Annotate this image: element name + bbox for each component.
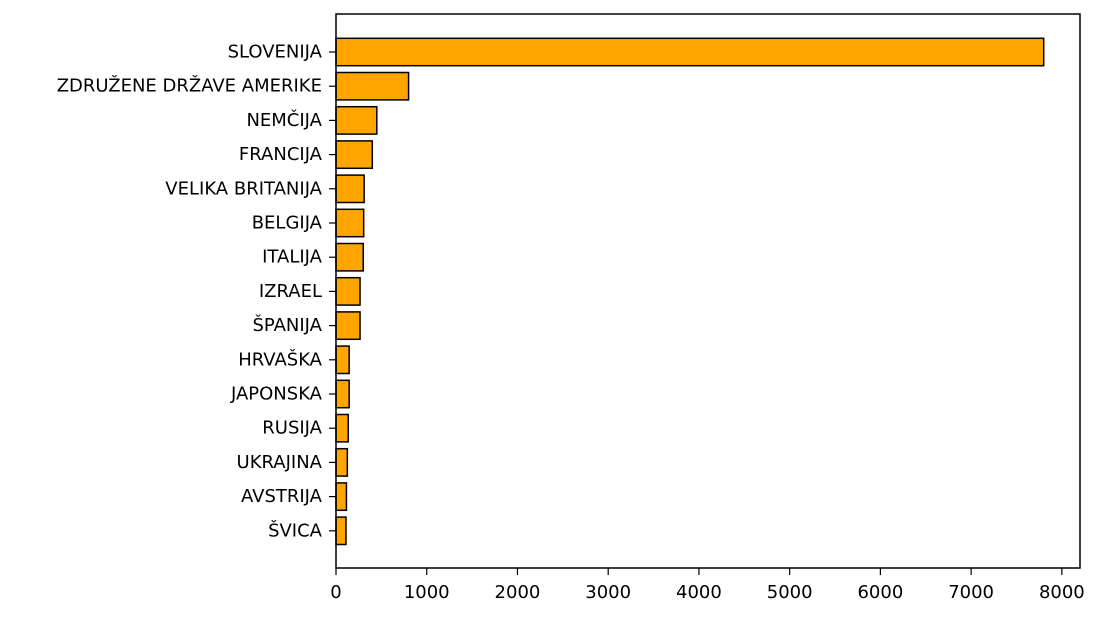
bar-nemcija — [335, 105, 378, 135]
plot-frame — [335, 13, 1081, 569]
y-tick-label-italija: ITALIJA — [262, 247, 323, 268]
x-tick-label-0: 0 — [330, 582, 341, 603]
x-tick-label-4000: 4000 — [676, 582, 722, 603]
bar-hrvaska — [335, 345, 350, 375]
bar-belgija — [335, 208, 365, 238]
x-tick-label-6000: 6000 — [857, 582, 903, 603]
bar-japonska — [335, 379, 350, 409]
y-tick-label-rusija: RUSIJA — [262, 418, 322, 439]
bar-zdruzene-drzave-amerike — [335, 71, 410, 101]
bar-ukrajina — [335, 447, 349, 477]
bar-francija — [335, 140, 374, 170]
y-tick-label-izrael: IZRAEL — [259, 281, 322, 302]
bar-slovenija — [335, 37, 1045, 67]
x-axis: 0 1000 2000 3000 4000 5000 6000 7000 8000 — [330, 568, 1085, 603]
bar-rusija — [335, 413, 349, 443]
y-tick-label-japonska: JAPONSKA — [230, 384, 323, 405]
x-tick-label-1000: 1000 — [404, 582, 450, 603]
y-tick-label-velika-britanija: VELIKA BRITANIJA — [165, 178, 322, 199]
bar-avstrija — [335, 482, 348, 512]
y-tick-label-avstrija: AVSTRIJA — [241, 486, 323, 507]
x-tick-label-5000: 5000 — [767, 582, 813, 603]
bar-velika-britanija — [335, 174, 365, 204]
y-axis: SLOVENIJA ZDRUŽENE DRŽAVE AMERIKE NEMČIJA F… — [57, 42, 336, 541]
bars-layer — [335, 37, 1045, 546]
y-tick-label-hrvaska: HRVAŠKA — [238, 348, 322, 370]
y-tick-label-ukrajina: UKRAJINA — [237, 452, 323, 473]
bar-izrael — [335, 276, 361, 306]
y-tick-label-spanija: ŠPANIJA — [252, 314, 322, 336]
y-tick-label-slovenija: SLOVENIJA — [228, 42, 323, 63]
x-tick-label-3000: 3000 — [585, 582, 631, 603]
x-tick-label-2000: 2000 — [495, 582, 541, 603]
y-tick-label-zdruzene-drzave-amerike: ZDRUŽENE DRŽAVE AMERIKE — [57, 75, 322, 97]
x-tick-label-7000: 7000 — [948, 582, 994, 603]
bar-svica — [335, 516, 347, 546]
x-tick-label-8000: 8000 — [1039, 582, 1085, 603]
y-tick-label-belgija: BELGIJA — [252, 213, 323, 234]
y-tick-label-svica: ŠVICA — [268, 519, 323, 541]
bar-spanija — [335, 311, 361, 341]
bar-italija — [335, 242, 364, 272]
y-tick-label-francija: FRANCIJA — [239, 144, 323, 165]
y-tick-label-nemcija: NEMČIJA — [246, 109, 322, 131]
